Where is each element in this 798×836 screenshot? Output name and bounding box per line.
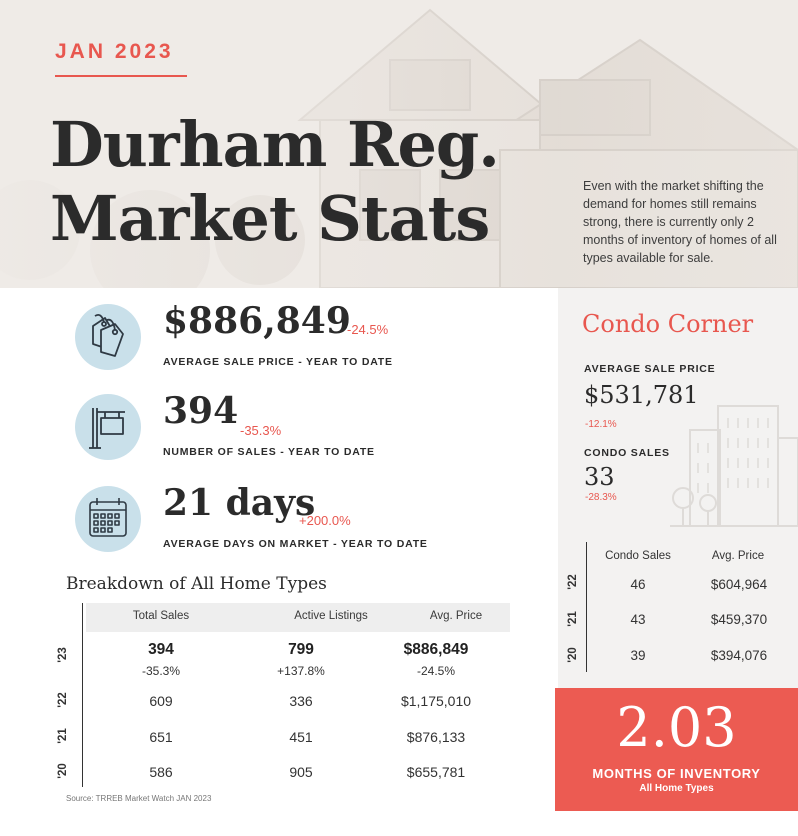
condo-table-cell: $604,964 [710,577,768,592]
condo-row-year: '21 [567,611,579,627]
stat-label: AVERAGE SALE PRICE - YEAR TO DATE [163,356,393,368]
table-cell-change: +137.8% [277,664,325,678]
condo-sales-change: -28.3% [585,492,617,503]
condo-row-year: '20 [567,647,579,663]
row-year: '23 [57,647,69,663]
title-line-2: Market Stats [50,182,490,255]
table-cell: $876,133 [406,729,466,745]
condo-table-cell: $394,076 [710,648,768,663]
column-header: Avg. Price [429,610,483,622]
year-axis-line [82,603,83,787]
table-cell: $1,175,010 [400,693,472,709]
market-summary: Even with the market shifting the demand… [583,179,777,265]
hero-overlay [0,0,798,288]
stat-change: -35.3% [240,423,282,438]
table-cell: 609 [149,693,173,709]
table-cell-change: -24.5% [416,664,456,678]
condo-avg-price-label: AVERAGE SALE PRICE [584,363,716,375]
condo-table-cell: 46 [630,577,646,592]
inventory-box: 2.03 MONTHS OF INVENTORY All Home Types [555,688,798,811]
table-cell: 799 [288,641,314,658]
table-cell: 336 [289,693,313,709]
title-line-1: Durham Reg. [50,108,500,181]
condo-avg-price-change: -12.1% [585,419,617,430]
breakdown-title: Breakdown of All Home Types [66,574,327,594]
row-year: '21 [57,728,69,744]
inventory-label: MONTHS OF INVENTORY [592,766,761,781]
inventory-value: 2.03 [616,696,737,759]
inventory-sublabel: All Home Types [639,783,714,794]
stat-label: NUMBER OF SALES - YEAR TO DATE [163,446,375,458]
condo-avg-price-value: $531,781 [584,381,699,409]
table-cell: $886,849 [403,641,469,658]
condo-sales-label: CONDO SALES [584,447,670,459]
row-year: '20 [57,763,69,779]
source-note: Source: TRREB Market Watch JAN 2023 [66,794,212,803]
table-cell: 905 [289,764,313,780]
stat-days-on-market: 21 days +200.0% AVERAGE DAYS ON MARKET -… [75,482,535,566]
condo-sales-value: 33 [584,463,615,491]
calendar-icon [75,486,141,552]
stat-change: +200.0% [299,513,351,528]
stat-change: -24.5% [347,322,389,337]
condo-year-axis-line [586,542,587,672]
condo-column-header: Condo Sales [605,550,671,562]
table-cell: 394 [148,641,174,658]
condo-title: Condo Corner [582,310,754,338]
buildings-icon [670,405,798,527]
condo-column-header: Avg. Price [711,550,765,562]
page-title: Durham Reg. Market Stats [50,108,500,256]
condo-row-year: '22 [567,574,579,590]
column-header: Active Listings [294,610,368,622]
stat-value: 394 [163,390,239,432]
sale-sign-icon [75,394,141,460]
condo-table-cell: 39 [630,648,646,663]
report-date: JAN 2023 [55,40,174,63]
row-year: '22 [57,692,69,708]
price-tags-icon [75,304,141,370]
stat-average-price: $886,849 -24.5% AVERAGE SALE PRICE - YEA… [75,300,535,384]
table-cell: $655,781 [406,764,466,780]
table-cell: 586 [149,764,173,780]
stat-label: AVERAGE DAYS ON MARKET - YEAR TO DATE [163,538,428,550]
condo-corner-panel: Condo Corner AVERAGE SALE PRICE $531,781… [558,288,798,688]
condo-table-cell: 43 [630,612,646,627]
stat-value: $886,849 [163,300,351,342]
condo-table-cell: $459,370 [710,612,768,627]
hero-banner: JAN 2023 Durham Reg. Market Stats Even w… [0,0,798,288]
stat-number-of-sales: 394 -35.3% NUMBER OF SALES - YEAR TO DAT… [75,390,535,474]
date-underline [55,75,187,77]
table-cell: 651 [149,729,173,745]
table-cell-change: -35.3% [141,664,181,678]
table-cell: 451 [289,729,313,745]
stat-value: 21 days [163,482,316,524]
table-header: Total Sales Active Listings Avg. Price [86,603,510,632]
column-header: Total Sales [132,610,190,622]
